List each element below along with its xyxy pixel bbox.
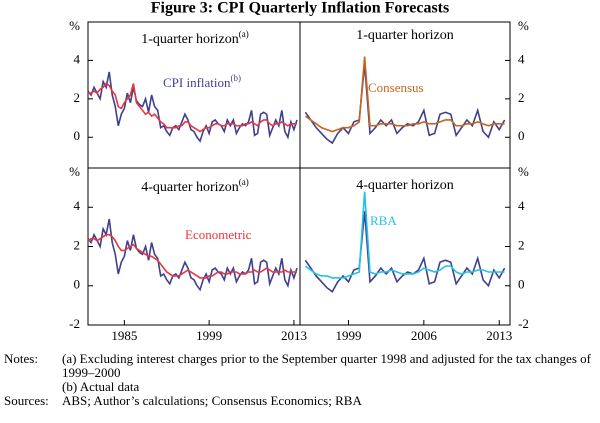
series-label: Econometric — [185, 227, 252, 242]
sources-label: Sources: — [4, 393, 49, 408]
y-tick-label: 2 — [518, 237, 525, 252]
series-line — [304, 56, 505, 133]
y-tick-label: -2 — [518, 316, 529, 331]
series-line — [87, 71, 298, 143]
chart: Figure 3: CPI Quarterly Inflation Foreca… — [69, 0, 529, 343]
series-line — [87, 218, 298, 292]
panel-title-text: 4-quarter horizon — [356, 178, 454, 193]
y-tick-label: 0 — [518, 128, 525, 143]
y-tick-label: -2 — [69, 316, 80, 331]
y-tick-label: 0 — [518, 277, 525, 292]
y-tick-label: 4 — [518, 198, 525, 213]
y-tick-label: 2 — [74, 237, 81, 252]
panel-title-superscript: (a) — [239, 177, 249, 187]
y-unit: % — [518, 164, 529, 179]
notes-label: Notes: — [4, 351, 38, 366]
series-label: RBA — [370, 213, 397, 228]
sources: ABS; Author’s calculations; Consensus Ec… — [62, 393, 362, 408]
series-line — [304, 191, 505, 279]
series-label: CPI inflation(b) — [163, 73, 241, 90]
y-tick-label: 4 — [518, 51, 525, 66]
series-line — [88, 82, 297, 133]
panel-title: 4-quarter horizon — [356, 178, 454, 193]
panel-title-text: 1-quarter horizon — [141, 32, 239, 47]
figure-title: Figure 3: CPI Quarterly Inflation Foreca… — [151, 0, 449, 17]
frame — [87, 21, 511, 326]
x-tick-label: 2006 — [411, 328, 438, 343]
x-tick-label: 2013 — [281, 328, 307, 343]
panel-title: 4-quarter horizon(a) — [141, 177, 249, 195]
y-tick-label: 4 — [74, 51, 81, 66]
series-label-text: Consensus — [368, 80, 424, 95]
y-unit: % — [69, 18, 80, 33]
note: (a) Excluding interest charges prior to … — [62, 351, 591, 380]
y-tick-label: 2 — [74, 90, 81, 105]
series-label: Consensus — [368, 80, 424, 95]
x-tick-label: 2013 — [486, 328, 512, 343]
x-tick-label: 1985 — [111, 328, 137, 343]
panel-title: 1-quarter horizon(a) — [141, 29, 249, 47]
series-line — [87, 233, 297, 279]
x-tick-label: 1999 — [196, 328, 222, 343]
series-label-superscript: (b) — [231, 73, 242, 83]
series-line — [304, 211, 506, 293]
x-tick-label: 1999 — [335, 328, 361, 343]
note: (b) Actual data — [62, 379, 140, 394]
y-unit: % — [518, 18, 529, 33]
panel-title-text: 1-quarter horizon — [356, 28, 454, 43]
y-tick-label: 2 — [518, 90, 525, 105]
series-label-text: RBA — [370, 213, 397, 228]
series-label-text: Econometric — [185, 227, 252, 242]
y-unit: % — [69, 164, 80, 179]
y-tick-label: 4 — [74, 198, 81, 213]
panel-title: 1-quarter horizon — [356, 28, 454, 43]
y-tick-label: 0 — [74, 128, 81, 143]
panel-title-superscript: (a) — [239, 29, 249, 39]
y-tick-label: 0 — [74, 277, 81, 292]
series-label-text: CPI inflation — [163, 75, 231, 90]
panel-title-text: 4-quarter horizon — [141, 180, 239, 195]
